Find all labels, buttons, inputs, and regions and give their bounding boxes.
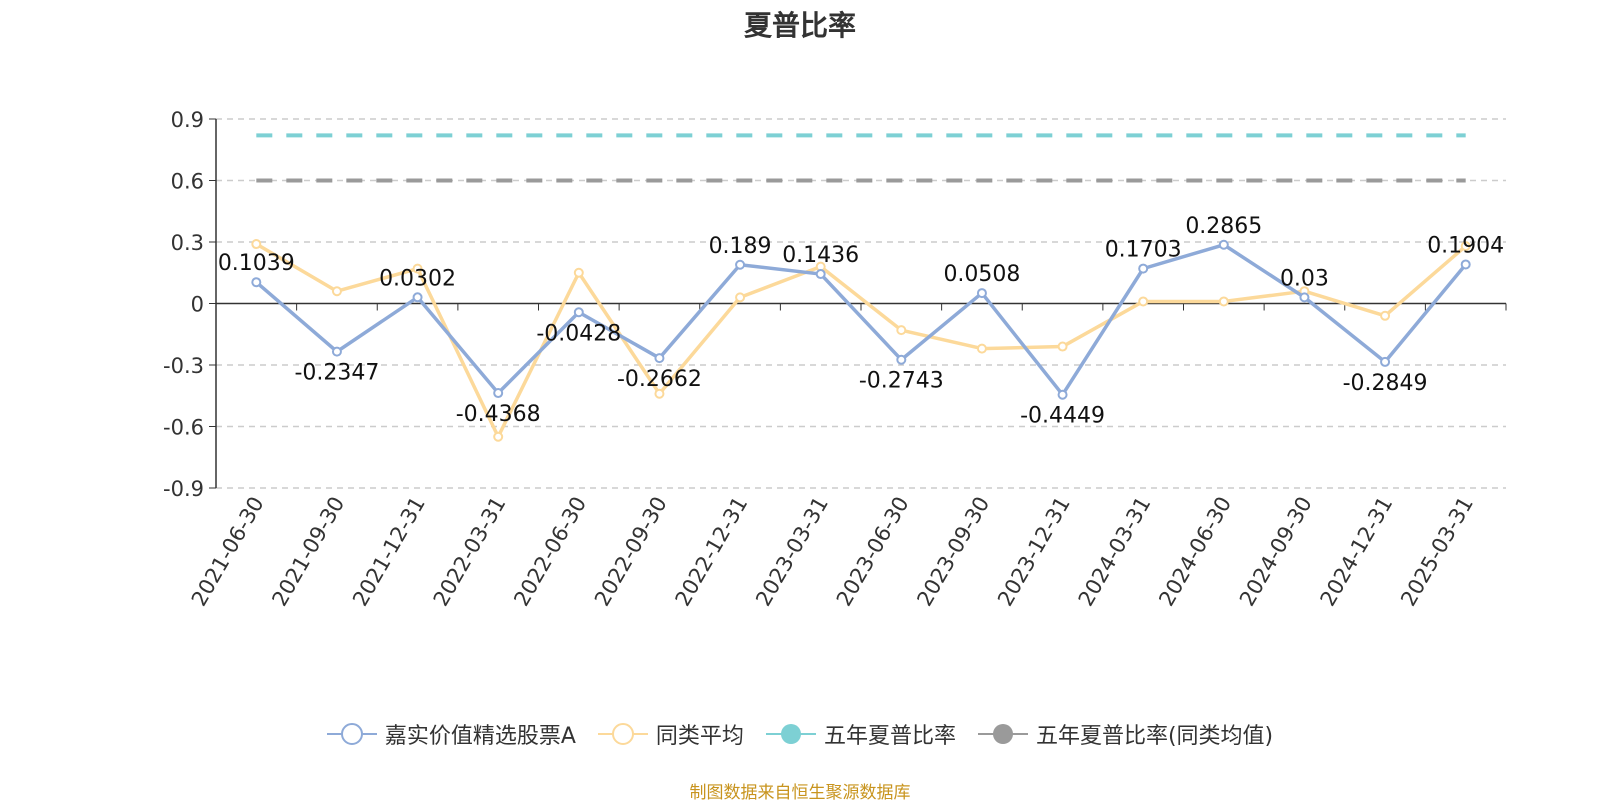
data-label: 0.189 — [709, 234, 772, 259]
data-label: 0.0508 — [943, 262, 1020, 287]
legend-label-five-year-sharpe-peer: 五年夏普比率(同类均值) — [1035, 724, 1274, 749]
x-tick-label: 2022-12-31 — [671, 493, 753, 611]
data-point — [1218, 296, 1229, 307]
x-tick-label: 2022-03-31 — [429, 493, 511, 611]
x-tick-label: 2021-12-31 — [348, 493, 430, 611]
y-tick-label: 0.9 — [171, 108, 204, 132]
x-tick-label: 2024-09-30 — [1235, 493, 1317, 611]
x-tick-label: 2021-06-30 — [187, 493, 269, 611]
x-tick-label: 2024-12-31 — [1316, 493, 1398, 611]
data-point — [896, 325, 907, 336]
legend-item-peer-average[interactable]: 同类平均 — [597, 718, 744, 750]
y-tick-label: -0.6 — [163, 416, 204, 440]
series-layer — [251, 239, 1471, 442]
data-point — [815, 269, 826, 280]
legend-filled-circle-icon — [977, 724, 1028, 744]
x-tick-label: 2023-06-30 — [832, 493, 914, 611]
data-point — [735, 259, 746, 270]
data-point — [976, 343, 987, 354]
data-point — [1138, 263, 1149, 274]
x-tick-label: 2025-03-31 — [1396, 493, 1478, 611]
data-point — [1380, 310, 1391, 321]
data-point — [654, 353, 665, 364]
data-point — [1138, 296, 1149, 307]
reference-lines — [256, 133, 1466, 183]
data-label: 0.0302 — [379, 266, 456, 291]
data-label: 0.2865 — [1185, 214, 1262, 239]
data-point — [1380, 356, 1391, 367]
y-tick-label: 0 — [191, 293, 204, 317]
legend-item-fund[interactable]: 嘉实价值精选股票A — [326, 718, 576, 750]
data-label: 0.1703 — [1105, 238, 1182, 263]
data-label: -0.4368 — [456, 402, 541, 427]
x-tick-label: 2023-09-30 — [912, 493, 994, 611]
data-label: -0.2849 — [1343, 371, 1428, 396]
x-tick-label: 2024-03-31 — [1074, 493, 1156, 611]
data-label: -0.2743 — [859, 369, 944, 394]
legend-hollow-circle-icon — [597, 723, 648, 745]
x-tick-label: 2023-03-31 — [751, 493, 833, 611]
data-point — [493, 431, 504, 442]
y-tick-label: -0.9 — [163, 477, 204, 501]
data-point — [493, 388, 504, 399]
data-point — [976, 288, 987, 299]
data-label: -0.2662 — [617, 367, 702, 392]
x-tick-label: 2024-06-30 — [1154, 493, 1236, 611]
data-label: -0.2347 — [294, 361, 379, 386]
x-tick-label: 2021-09-30 — [267, 493, 349, 611]
data-point — [251, 277, 262, 288]
legend: 嘉实价值精选股票A 同类平均 五年夏普比率 五年夏普比率(同类均值) — [0, 718, 1600, 750]
data-point — [735, 292, 746, 303]
series-line-0 — [255, 243, 1468, 397]
data-point — [251, 239, 262, 250]
legend-label-fund: 嘉实价值精选股票A — [384, 724, 576, 749]
data-point — [412, 292, 423, 303]
data-point — [1460, 241, 1471, 252]
x-tick-label: 2022-06-30 — [509, 493, 591, 611]
data-point — [1057, 341, 1068, 352]
data-point — [412, 263, 423, 274]
legend-label-peer-average: 同类平均 — [655, 724, 744, 749]
data-point — [331, 346, 342, 357]
data-point — [573, 307, 584, 318]
data-labels: 0.1039 -0.2347 0.0302 -0.4368 -0.0428 -0.2662… — [218, 214, 1504, 429]
grid-layer — [216, 118, 1506, 489]
y-tick-label: -0.3 — [163, 354, 204, 378]
axes: 0.9 0.6 0.3 0 -0.3 -0.6 -0.92021-06-302021-09-… — [163, 108, 1507, 611]
data-label: -0.0428 — [536, 321, 621, 346]
x-tick-label: 2023-12-31 — [993, 493, 1075, 611]
x-tick-label: 2022-09-30 — [590, 493, 672, 611]
data-label: 0.1904 — [1427, 233, 1504, 258]
data-label: 0.1436 — [782, 243, 859, 268]
data-point — [1460, 259, 1471, 270]
y-tick-label: 0.3 — [171, 231, 204, 255]
chart-title: 夏普比率 — [743, 9, 856, 42]
data-label: -0.4449 — [1020, 404, 1105, 429]
data-point — [1218, 239, 1229, 250]
source-note: 制图数据来自恒生聚源数据库 — [689, 783, 911, 803]
legend-item-five-year-sharpe[interactable]: 五年夏普比率 — [765, 718, 956, 750]
y-tick-label: 0.6 — [171, 170, 204, 194]
data-point — [331, 286, 342, 297]
data-point — [1299, 292, 1310, 303]
legend-item-five-year-sharpe-peer[interactable]: 五年夏普比率(同类均值) — [977, 718, 1274, 750]
legend-label-five-year-sharpe: 五年夏普比率 — [823, 724, 956, 749]
data-label: 0.03 — [1280, 266, 1329, 291]
data-point — [573, 267, 584, 278]
legend-filled-circle-icon — [765, 724, 816, 744]
data-label: 0.1039 — [218, 251, 295, 276]
legend-hollow-circle-icon — [326, 723, 377, 745]
data-point — [896, 354, 907, 365]
data-point — [654, 388, 665, 399]
data-point — [1057, 389, 1068, 400]
series-line-1 — [255, 242, 1467, 439]
